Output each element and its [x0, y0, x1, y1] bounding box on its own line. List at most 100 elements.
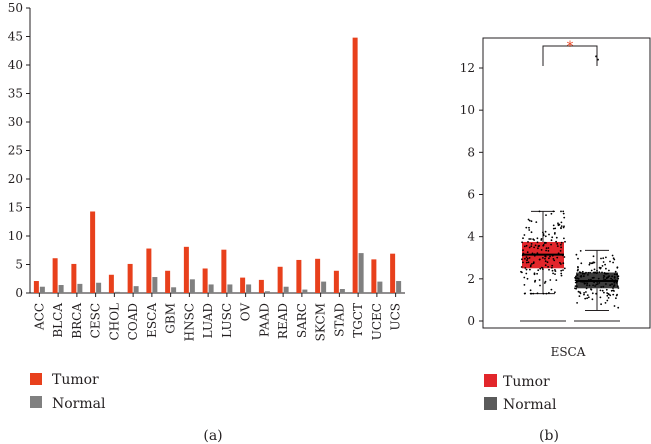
jitter-point — [537, 247, 539, 250]
jitter-point — [615, 294, 618, 297]
panel-a-bar-chart: 0 5 10 15 20 25 30 35 40 45 50 ACC BLCA BRCA CESC CHOL… — [8, 1, 405, 444]
jitter-point — [530, 243, 533, 245]
bar-normal — [152, 277, 158, 293]
jitter-point — [544, 257, 546, 260]
jitter-point — [599, 296, 602, 299]
jitter-point — [555, 279, 558, 281]
jitter-point — [601, 289, 604, 292]
jitter-point — [537, 269, 540, 272]
panel-a-category-labels: ACC BLCA BRCA CESC CHOL COAD ESCA GBM HNSC LUAD LU… — [32, 303, 402, 342]
category-label: SKCM — [314, 303, 328, 341]
jitter-point — [523, 245, 526, 248]
jitter-point — [613, 281, 616, 284]
jitter-point — [594, 285, 596, 287]
category-label: READ — [276, 303, 290, 339]
jitter-point — [606, 299, 609, 302]
jitter-point — [521, 254, 524, 257]
jitter-point — [607, 272, 609, 275]
jitter-point — [586, 282, 589, 285]
category-label: PAAD — [257, 303, 271, 337]
category-label: HNSC — [182, 303, 196, 341]
panel-b-label: (b) — [539, 428, 559, 444]
jitter-point — [551, 264, 554, 267]
jitter-point — [548, 268, 550, 271]
jitter-point — [564, 240, 566, 243]
jitter-point — [590, 288, 593, 291]
jitter-point — [576, 274, 579, 276]
jitter-point — [608, 293, 610, 296]
jitter-point — [602, 275, 605, 277]
panel-b-boxes — [520, 55, 620, 322]
jitter-point — [582, 275, 585, 278]
jitter-point — [551, 269, 554, 272]
jitter-point — [605, 288, 608, 291]
jitter-point — [526, 259, 528, 262]
bar-tumor — [352, 37, 358, 293]
jitter-point — [547, 250, 550, 252]
jitter-point — [604, 272, 606, 275]
bar-tumor — [146, 248, 152, 293]
bar-normal — [302, 289, 308, 293]
bar-normal — [133, 286, 139, 293]
panel-b-y-axis-ticks: 0 2 4 6 8 10 12 — [460, 61, 483, 328]
category-label: SARC — [295, 303, 309, 338]
jitter-point — [526, 251, 529, 254]
jitter-point — [545, 247, 548, 250]
jitter-point — [589, 271, 591, 274]
jitter-point — [583, 272, 586, 275]
bar-normal — [358, 253, 364, 293]
jitter-point — [617, 306, 620, 309]
jitter-point — [540, 266, 543, 269]
jitter-point — [593, 261, 596, 264]
bar-tumor — [240, 277, 246, 293]
jitter-point — [576, 302, 578, 304]
jitter-point — [552, 272, 554, 275]
jitter-point — [536, 292, 539, 295]
category-label: BRCA — [70, 303, 84, 339]
bar-tumor — [333, 270, 339, 293]
jitter-point — [525, 272, 528, 275]
legend-swatch-tumor-b — [484, 374, 497, 387]
jitter-point — [585, 291, 587, 293]
jitter-point — [587, 271, 590, 274]
jitter-point — [563, 216, 566, 219]
jitter-point — [612, 293, 615, 296]
jitter-point — [586, 284, 588, 287]
category-label: STAD — [332, 303, 346, 337]
jitter-point — [544, 264, 547, 267]
bar-tumor — [371, 259, 377, 293]
jitter-point — [532, 262, 535, 265]
jitter-point — [537, 245, 540, 248]
jitter-point — [613, 305, 616, 307]
jitter-point — [602, 285, 605, 288]
jitter-point — [587, 296, 590, 299]
jitter-point — [560, 227, 562, 230]
jitter-point — [529, 289, 532, 292]
jitter-point — [580, 280, 582, 283]
jitter-point — [520, 270, 522, 273]
bar-tumor — [90, 211, 96, 293]
bar-normal — [96, 282, 102, 293]
jitter-point — [575, 275, 577, 278]
jitter-point — [554, 291, 556, 294]
jitter-point — [591, 298, 594, 301]
jitter-point — [577, 266, 579, 269]
y-tick-label: 35 — [8, 87, 23, 101]
jitter-point — [525, 261, 528, 264]
jitter-point — [590, 262, 593, 265]
category-label: LUSC — [220, 303, 234, 338]
jitter-point — [560, 274, 563, 277]
jitter-point — [609, 284, 611, 286]
y-tick-label: 10 — [460, 103, 475, 117]
jitter-point — [614, 279, 617, 282]
jitter-point — [524, 257, 526, 260]
bar-normal — [246, 284, 252, 293]
jitter-point — [602, 261, 605, 263]
jitter-point — [528, 238, 531, 240]
jitter-point — [609, 294, 612, 297]
jitter-point — [605, 256, 607, 259]
jitter-point — [542, 234, 545, 237]
jitter-point — [543, 282, 546, 284]
jitter-point — [598, 282, 601, 284]
jitter-point — [549, 255, 551, 258]
